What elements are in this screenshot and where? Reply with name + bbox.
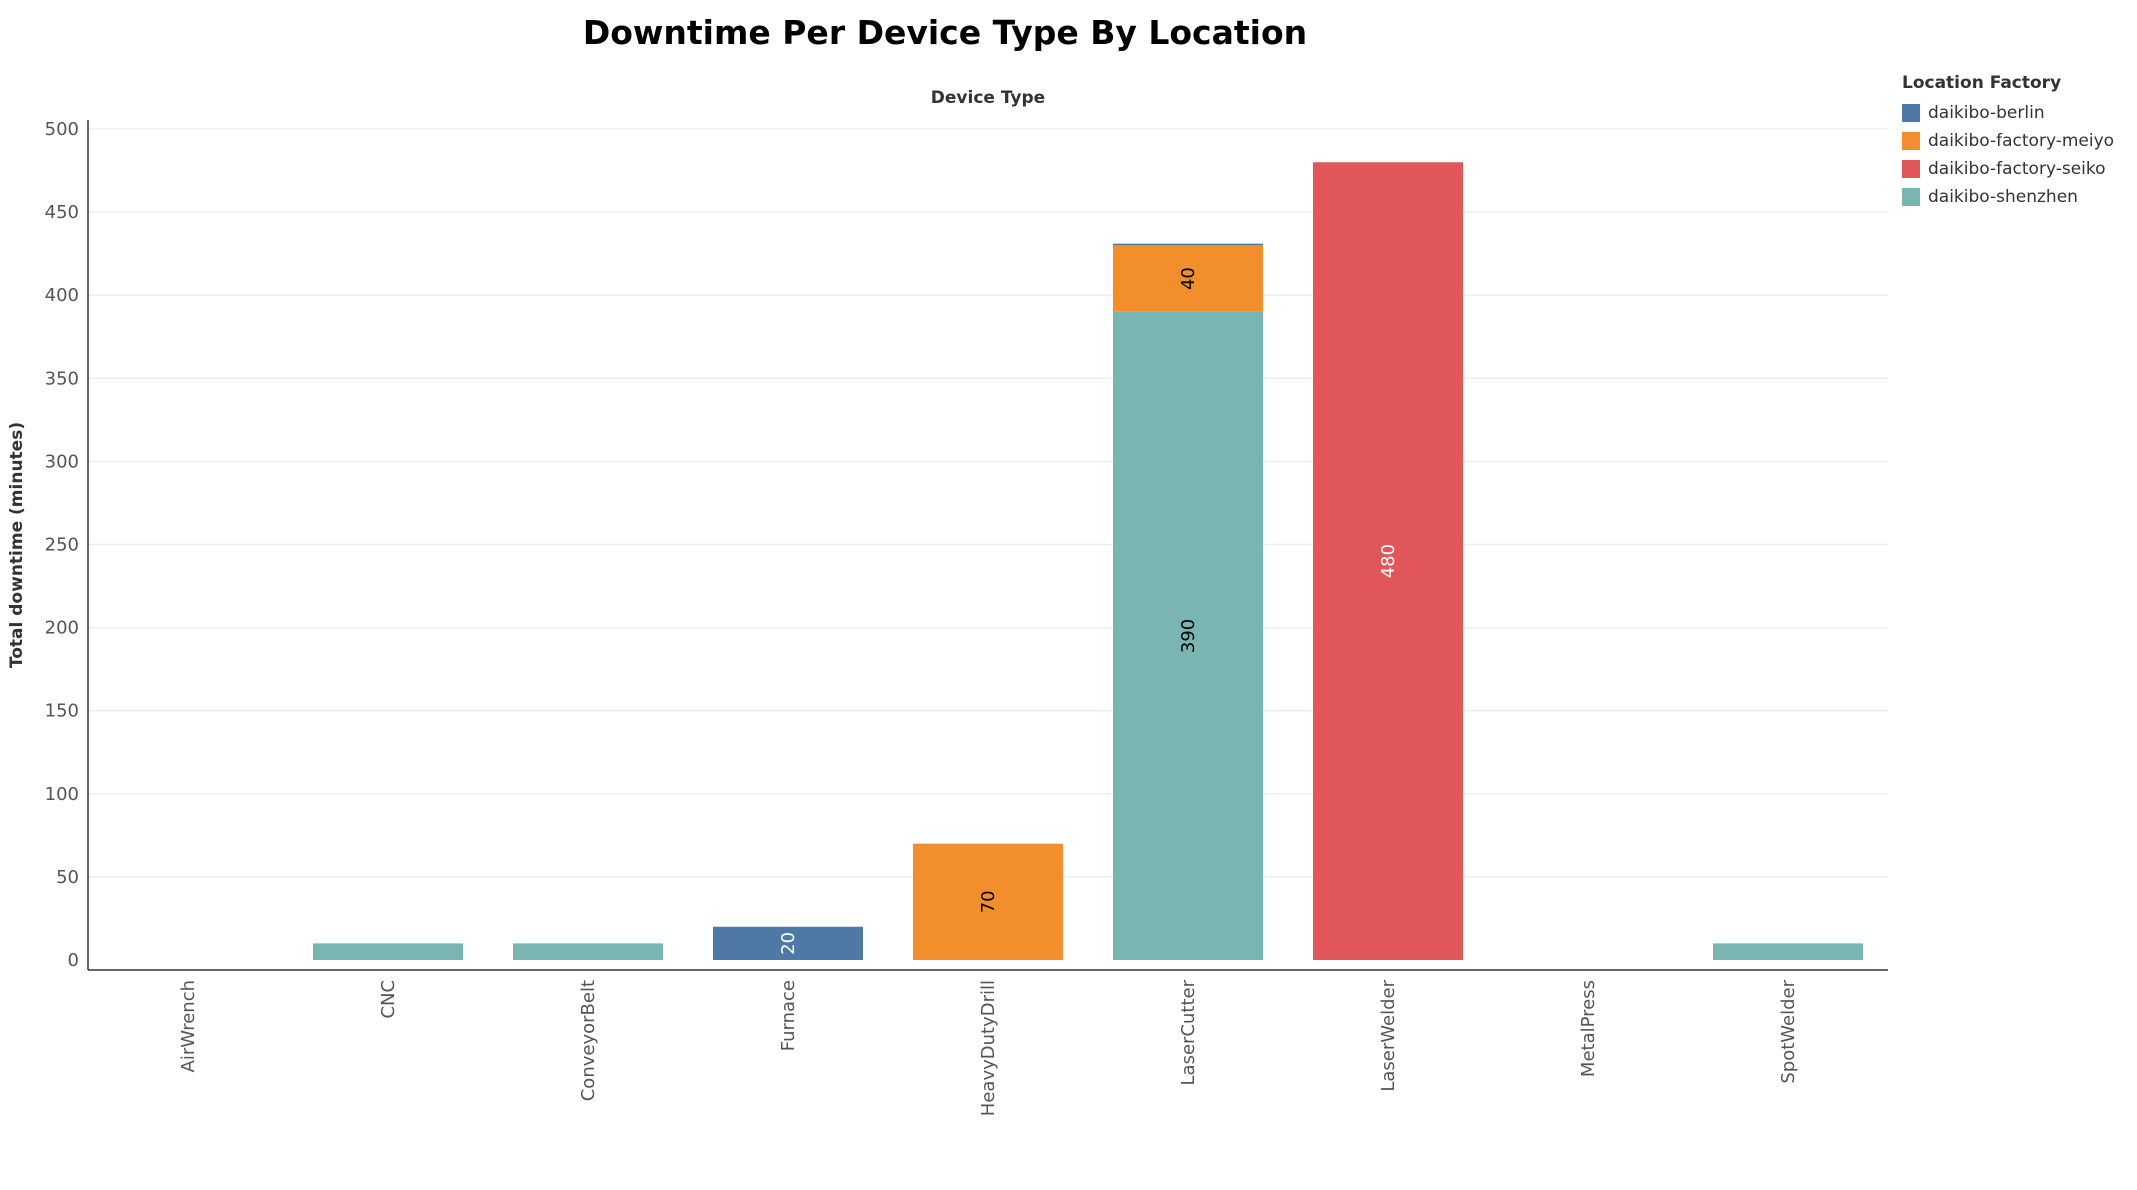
axes: 0 50 100 150 200 250 300 350 400 450 500 AirWrench C… (45, 119, 1888, 1116)
y-tick-label: 400 (45, 285, 79, 306)
x-tick-label: SpotWelder (1778, 979, 1799, 1083)
legend-swatch (1902, 188, 1920, 206)
legend-item[interactable]: daikibo-factory-meiyo (1902, 127, 2114, 155)
bar-HeavyDutyDrill-daikibo-factory-meiyo (913, 843, 1063, 960)
y-tick-label: 500 (45, 119, 79, 140)
legend-items: daikibo-berlin daikibo-factory-meiyo daiki… (1902, 99, 2114, 211)
y-tick-label: 0 (68, 950, 79, 971)
y-tick-label: 150 (45, 701, 79, 722)
legend-swatch (1902, 104, 1920, 122)
bar-LaserCutter-daikibo-factory-meiyo (1113, 245, 1263, 312)
y-tick-label: 350 (45, 368, 79, 389)
bar-LaserWelder-daikibo-factory-seiko (1313, 162, 1463, 961)
bar-Furnace-daikibo-berlin (713, 926, 863, 960)
y-tick-label: 100 (45, 784, 79, 805)
legend-title: Location Factory (1902, 73, 2062, 93)
legend-label: daikibo-shenzhen (1928, 187, 2078, 207)
x-tick-label: Furnace (778, 980, 799, 1051)
data-label: 390 (1178, 619, 1199, 653)
bars (313, 162, 1863, 961)
legend-item[interactable]: daikibo-factory-seiko (1902, 155, 2114, 183)
data-label: 70 (978, 890, 999, 913)
legend-label: daikibo-berlin (1928, 103, 2045, 123)
legend-swatch (1902, 132, 1920, 150)
data-labels: 20 70 390 40 480 (778, 267, 1399, 955)
y-tick-label: 200 (45, 618, 79, 639)
x-tick-label: MetalPress (1578, 980, 1599, 1077)
legend-swatch (1902, 160, 1920, 178)
bar-ConveyorBelt-daikibo-shenzhen (513, 943, 663, 960)
x-axis-title: Device Type (931, 88, 1045, 108)
legend-label: daikibo-factory-meiyo (1928, 131, 2115, 151)
y-tick-label: 250 (45, 535, 79, 556)
legend-item[interactable]: daikibo-shenzhen (1902, 183, 2114, 211)
y-tick-label: 300 (45, 451, 79, 472)
bar-LaserCutter-daikibo-berlin (1113, 243, 1263, 246)
data-label: 480 (1378, 544, 1399, 578)
grid (88, 128, 1888, 878)
x-tick-label: LaserCutter (1178, 979, 1199, 1085)
legend: Location Factory daikibo-berlin daikibo-f… (1902, 73, 2114, 211)
legend-label: daikibo-factory-seiko (1928, 159, 2106, 179)
y-tick-label: 50 (56, 867, 79, 888)
x-tick-label: ConveyorBelt (578, 980, 599, 1101)
bar-CNC-daikibo-shenzhen (313, 943, 463, 960)
x-tick-label: LaserWelder (1378, 979, 1399, 1091)
legend-item[interactable]: daikibo-berlin (1902, 99, 2114, 127)
chart-title: Downtime Per Device Type By Location (583, 13, 1307, 52)
data-label: 40 (1178, 267, 1199, 290)
y-tick-label: 450 (45, 202, 79, 223)
y-axis-title: Total downtime (minutes) (7, 422, 27, 668)
x-tick-label: AirWrench (178, 980, 199, 1073)
data-label: 20 (778, 932, 799, 955)
x-tick-label: CNC (378, 980, 399, 1019)
bar-SpotWelder-daikibo-shenzhen (1713, 943, 1863, 960)
bar-LaserCutter-daikibo-shenzhen (1113, 311, 1263, 960)
x-tick-label: HeavyDutyDrill (978, 980, 999, 1116)
